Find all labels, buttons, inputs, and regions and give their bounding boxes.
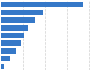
Bar xyxy=(1,48,16,54)
Bar xyxy=(1,17,34,23)
Bar xyxy=(1,56,10,61)
Bar xyxy=(1,2,83,7)
Bar xyxy=(1,40,21,46)
Bar xyxy=(1,64,4,69)
Bar xyxy=(1,33,24,38)
Bar xyxy=(1,10,43,15)
Bar xyxy=(1,25,28,31)
